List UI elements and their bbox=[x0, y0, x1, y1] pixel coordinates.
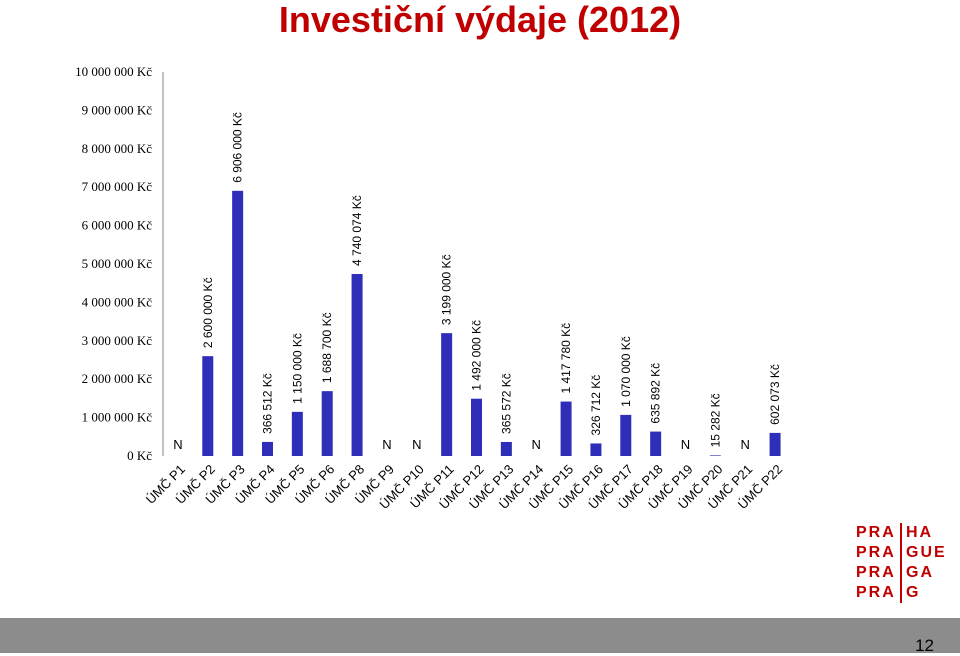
data-label: 365 572 Kč bbox=[499, 373, 513, 434]
logo-text: GA bbox=[900, 563, 934, 583]
data-label: N bbox=[741, 437, 750, 452]
bar bbox=[202, 356, 214, 456]
bar bbox=[620, 414, 632, 456]
data-label: 366 512 Kč bbox=[261, 373, 275, 434]
data-label: 1 417 780 Kč bbox=[559, 323, 573, 394]
page-number: 12 bbox=[915, 636, 934, 655]
data-label: N bbox=[412, 437, 421, 452]
y-tick-label: 8 000 000 Kč bbox=[82, 141, 153, 156]
bar bbox=[769, 432, 781, 456]
logo-text: G bbox=[900, 583, 920, 603]
bar bbox=[321, 391, 333, 456]
logo-text: GUE bbox=[900, 543, 947, 563]
logo-text: PRA bbox=[856, 584, 896, 601]
chart-title: Investiční výdaje (2012) bbox=[278, 0, 682, 40]
logo-text: PRA bbox=[856, 564, 896, 581]
logo-row: PRA GA bbox=[856, 563, 948, 583]
praha-logo: PRA HA PRA GUE PRA GA PRA G bbox=[856, 523, 948, 615]
y-tick-label: 7 000 000 Kč bbox=[82, 179, 153, 194]
logo-text: PRA bbox=[856, 524, 896, 541]
footer-bar: 12 bbox=[0, 618, 960, 655]
data-label: 15 282 Kč bbox=[708, 393, 722, 447]
y-tick-label: 1 000 000 Kč bbox=[82, 410, 153, 425]
y-tick-label: 4 000 000 Kč bbox=[82, 294, 153, 309]
data-label: 1 070 000 Kč bbox=[619, 336, 633, 407]
data-label: N bbox=[681, 437, 690, 452]
data-label: 1 150 000 Kč bbox=[290, 333, 304, 404]
bar bbox=[351, 273, 363, 456]
data-label: 1 492 000 Kč bbox=[470, 320, 484, 391]
data-label: N bbox=[532, 437, 541, 452]
bar bbox=[650, 431, 662, 456]
logo-text: PRA bbox=[856, 544, 896, 561]
logo-row: PRA HA bbox=[856, 523, 948, 543]
y-tick-label: 0 Kč bbox=[127, 448, 152, 463]
data-label: N bbox=[382, 437, 391, 452]
bar bbox=[560, 401, 572, 456]
y-tick-label: 10 000 000 Kč bbox=[75, 64, 152, 79]
logo-text: HA bbox=[900, 523, 933, 543]
data-label: 2 600 000 Kč bbox=[201, 277, 215, 348]
data-label: 3 199 000 Kč bbox=[440, 254, 454, 325]
data-label: 4 740 074 Kč bbox=[350, 195, 364, 266]
data-label: 6 906 000 Kč bbox=[231, 112, 245, 183]
y-tick-label: 6 000 000 Kč bbox=[82, 218, 153, 233]
bar bbox=[441, 333, 453, 456]
bar bbox=[471, 398, 482, 456]
y-tick-label: 2 000 000 Kč bbox=[82, 371, 153, 386]
data-label: 602 073 Kč bbox=[768, 364, 782, 425]
y-tick-label: 5 000 000 Kč bbox=[82, 256, 153, 271]
bar-chart: 0 Kč 1 000 000 Kč 2 000 000 Kč 3 000 000 Kč… bbox=[75, 64, 785, 512]
bar bbox=[291, 411, 303, 456]
logo-row: PRA GUE bbox=[856, 543, 948, 563]
data-label: 326 712 Kč bbox=[589, 375, 603, 436]
data-label: N bbox=[173, 437, 182, 452]
data-label: 1 688 700 Kč bbox=[320, 312, 334, 383]
y-tick-label: 3 000 000 Kč bbox=[82, 333, 153, 348]
bar bbox=[232, 190, 244, 456]
logo-row: PRA G bbox=[856, 583, 948, 603]
bar bbox=[500, 441, 512, 456]
bar bbox=[709, 455, 721, 456]
data-label: 635 892 Kč bbox=[649, 363, 663, 424]
bar bbox=[262, 441, 273, 456]
bar bbox=[590, 443, 602, 456]
y-tick-label: 9 000 000 Kč bbox=[82, 102, 153, 117]
